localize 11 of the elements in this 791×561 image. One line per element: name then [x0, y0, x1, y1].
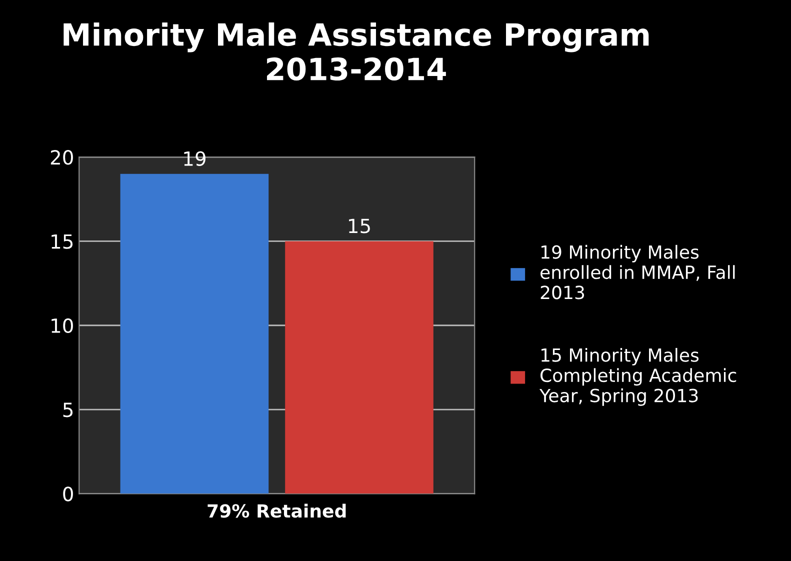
y-tick-label: 5	[63, 402, 73, 418]
data-label: 19	[184, 151, 206, 166]
y-tick-label: 20	[50, 150, 73, 165]
y-tick-label: 10	[52, 318, 73, 334]
chart-title: Minority Male Assistance Program 2013-2014	[64, 22, 649, 81]
y-tick-label: 15	[52, 234, 73, 249]
data-label: 15	[349, 218, 370, 234]
legend-label: 19 Minority Males enrolled in MMAP, Fall 2013	[540, 244, 735, 300]
legend-label: 15 Minority Males Completing Academic Year, Spring 2013	[539, 348, 736, 406]
text: 79% Retained	[208, 504, 346, 518]
y-tick-label: 0	[63, 486, 73, 502]
